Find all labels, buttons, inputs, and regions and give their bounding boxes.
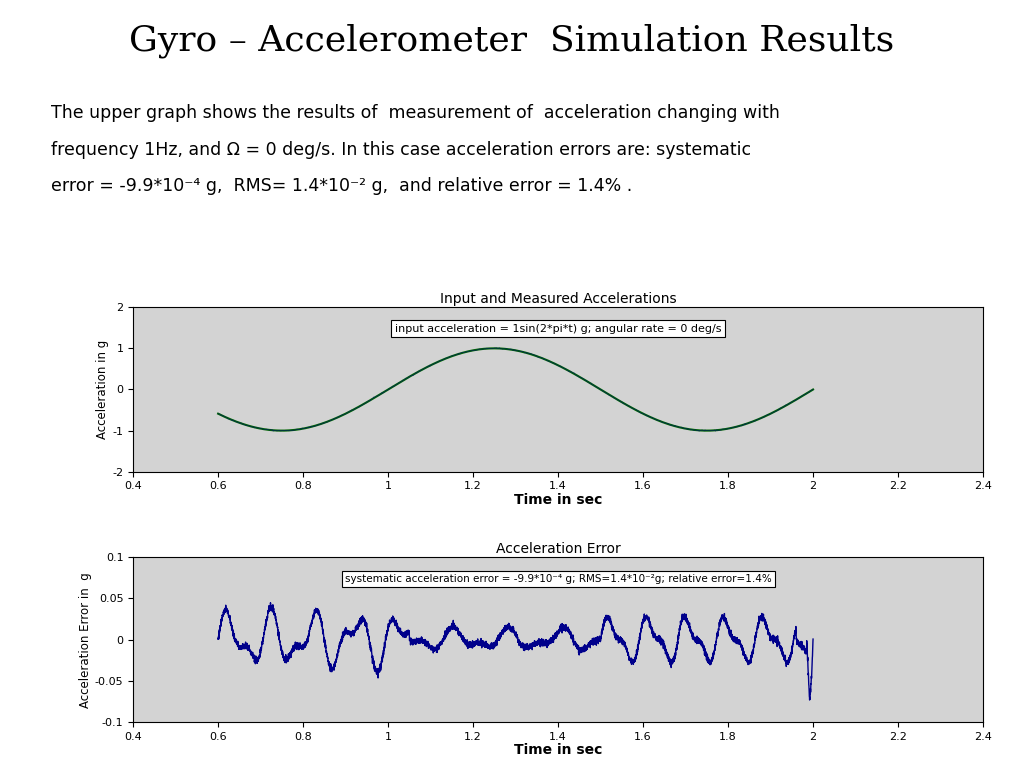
X-axis label: Time in sec: Time in sec [514,743,602,757]
Text: input acceleration = 1sin(2*pi*t) g; angular rate = 0 deg/s: input acceleration = 1sin(2*pi*t) g; ang… [395,323,721,333]
Title: Input and Measured Accelerations: Input and Measured Accelerations [439,292,677,306]
Text: frequency 1Hz, and Ω = 0 deg/s. In this case acceleration errors are: systematic: frequency 1Hz, and Ω = 0 deg/s. In this … [51,141,752,158]
Text: Gyro – Accelerometer  Simulation Results: Gyro – Accelerometer Simulation Results [129,23,895,58]
Y-axis label: Acceleration in g: Acceleration in g [96,340,110,439]
Title: Acceleration Error: Acceleration Error [496,542,621,556]
Text: error = -9.9*10⁻⁴ g,  RMS= 1.4*10⁻² g,  and relative error = 1.4% .: error = -9.9*10⁻⁴ g, RMS= 1.4*10⁻² g, an… [51,177,633,195]
Y-axis label: Acceleration Error in  g: Acceleration Error in g [79,571,92,707]
Text: The upper graph shows the results of  measurement of  acceleration changing with: The upper graph shows the results of mea… [51,104,780,121]
Text: systematic acceleration error = -9.9*10⁻⁴ g; RMS=1.4*10⁻²g; relative error=1.4%: systematic acceleration error = -9.9*10⁻… [345,574,771,584]
X-axis label: Time in sec: Time in sec [514,493,602,507]
